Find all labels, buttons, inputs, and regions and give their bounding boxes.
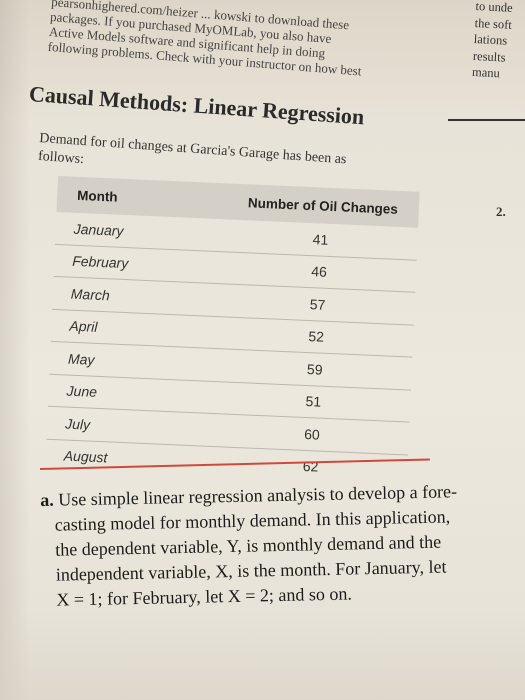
- top-instructions: pearsonhighered.com/heizer ... kowski to…: [47, 0, 470, 87]
- cell-month: February: [71, 252, 129, 272]
- cell-month: January: [73, 220, 124, 239]
- problem-number: 2.: [496, 204, 506, 219]
- cell-value: 62: [302, 458, 319, 475]
- cell-value: 57: [309, 295, 326, 313]
- cell-value: 60: [303, 425, 321, 443]
- cell-value: 59: [306, 360, 323, 378]
- cell-month: May: [67, 350, 95, 368]
- bottom-shadow: [0, 610, 525, 700]
- cell-value: 46: [310, 263, 328, 281]
- question-part-a: a. Use simple linear regression analysis…: [40, 478, 503, 613]
- page-gutter-shadow: [0, 0, 30, 700]
- header-month: Month: [76, 187, 118, 205]
- right-margin-text: to unde the soft lations results manu: [472, 0, 525, 84]
- cell-month: July: [64, 415, 91, 433]
- cell-month: March: [70, 285, 111, 304]
- header-oil-changes: Number of Oil Changes: [247, 194, 399, 217]
- cell-value: 41: [312, 230, 329, 248]
- header-rule: [448, 119, 525, 121]
- oil-changes-table: Month Number of Oil Changes January 41 F…: [45, 176, 420, 487]
- cell-month: June: [66, 382, 98, 401]
- cell-value: 51: [305, 393, 322, 410]
- cell-value: 52: [308, 328, 325, 345]
- part-a-label: a.: [40, 489, 54, 510]
- section-title: Causal Methods: Linear Regression: [28, 81, 366, 130]
- cell-month: April: [69, 317, 98, 336]
- margin-line: manu: [471, 64, 501, 81]
